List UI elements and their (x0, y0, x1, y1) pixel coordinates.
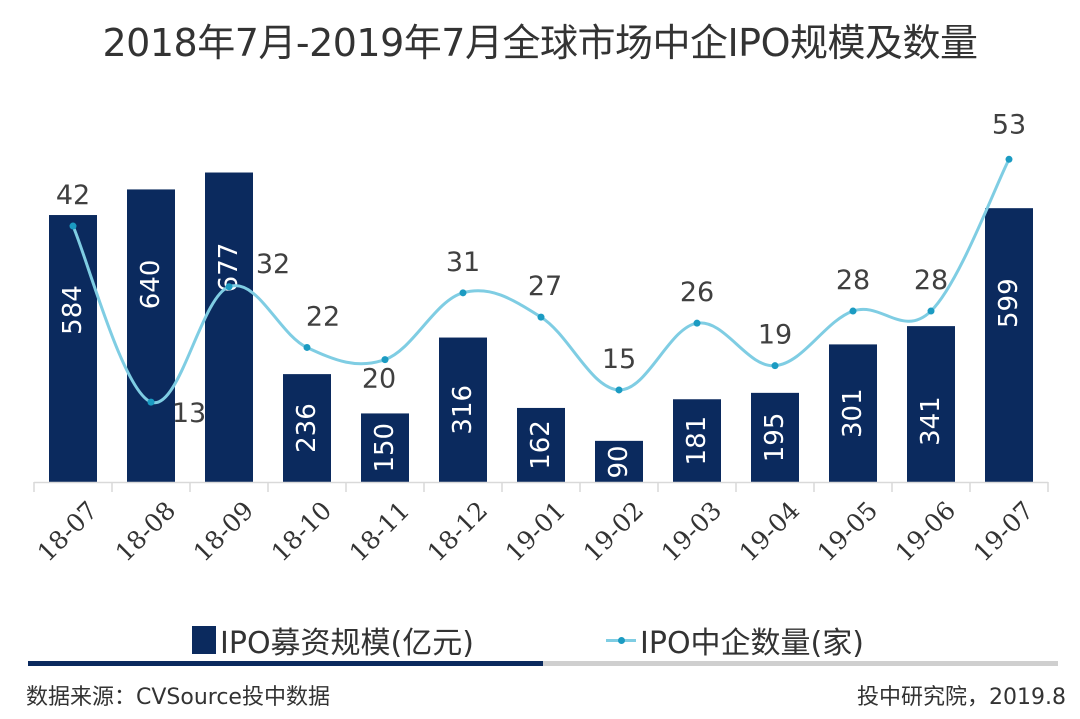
bar-value-label: 341 (916, 396, 946, 446)
legend-item-ipo-count: IPO中企数量(家) (606, 618, 864, 662)
line-point-ipo-count (147, 398, 155, 406)
bar-ipo-amount (127, 189, 175, 482)
line-value-label: 19 (758, 320, 792, 351)
bar-value-label: 599 (994, 278, 1024, 328)
bar-ipo-amount (673, 399, 721, 482)
line-point-ipo-count (693, 319, 701, 327)
bar-ipo-amount (985, 208, 1033, 482)
bar-ipo-amount (517, 407, 565, 482)
bar-ipo-amount (361, 413, 409, 482)
x-tick-label: 18-07 (32, 496, 103, 567)
line-value-label: 28 (914, 265, 948, 296)
bar-ipo-amount (829, 344, 877, 482)
line-point-ipo-count (537, 313, 545, 321)
x-tick-label: 19-05 (812, 496, 883, 567)
bar-value-label: 195 (760, 413, 790, 463)
line-point-ipo-count (927, 307, 935, 315)
line-value-label: 15 (602, 344, 636, 375)
x-tick-label: 18-08 (110, 496, 181, 567)
bar-value-label: 584 (58, 285, 88, 335)
legend-label-ipo-amount: IPO募资规模(亿元) (220, 626, 474, 661)
chart-title: 2018年7月-2019年7月全球市场中企IPO规模及数量 (102, 21, 978, 65)
line-point-ipo-count (225, 283, 233, 291)
legend-bar-swatch-icon (192, 626, 216, 654)
x-tick-label: 19-07 (968, 496, 1039, 567)
line-point-ipo-count (459, 289, 467, 297)
bar-value-label: 90 (604, 445, 634, 478)
line-value-label: 32 (256, 249, 290, 280)
legend-label-ipo-count: IPO中企数量(家) (640, 626, 864, 661)
x-tick-label: 19-01 (500, 496, 571, 567)
x-tick-label: 18-12 (422, 496, 493, 567)
footer-divider (28, 661, 1058, 666)
line-value-label: 28 (836, 265, 870, 296)
bar-value-label: 150 (370, 423, 400, 473)
bar-ipo-amount (283, 374, 331, 482)
x-tick-label: 18-09 (188, 496, 259, 567)
credit: 投中研究院，2019.8 (857, 685, 1066, 710)
legend-line-swatch-icon (606, 626, 636, 654)
line-value-label: 22 (306, 301, 340, 332)
legend: IPO募资规模(亿元) IPO中企数量(家) (0, 618, 1080, 664)
x-tick-label: 19-06 (890, 496, 961, 567)
bar-value-label: 316 (448, 385, 478, 435)
line-value-label: 31 (446, 247, 480, 278)
x-tick-label: 19-03 (656, 496, 727, 567)
bar-ipo-amount (49, 215, 97, 482)
line-value-label: 53 (992, 109, 1026, 140)
line-point-ipo-count (69, 222, 77, 230)
line-value-label: 13 (172, 398, 206, 429)
bar-ipo-amount (907, 326, 955, 482)
data-source: 数据来源：CVSource投中数据 (26, 685, 330, 710)
line-point-ipo-count (381, 356, 389, 364)
line-value-label: 27 (528, 271, 562, 302)
bar-ipo-amount (595, 440, 643, 482)
line-value-label: 20 (362, 364, 396, 395)
line-point-ipo-count (1005, 155, 1013, 163)
bar-value-label: 640 (136, 260, 166, 310)
line-point-ipo-count (849, 307, 857, 315)
x-tick-label: 18-10 (266, 496, 337, 567)
bar-value-label: 162 (526, 420, 556, 470)
bar-value-label: 181 (682, 416, 712, 466)
bar-ipo-amount (205, 172, 253, 482)
bar-value-label: 236 (292, 403, 322, 453)
line-value-label: 26 (680, 277, 714, 308)
line-point-ipo-count (303, 343, 311, 351)
x-tick-label: 19-04 (734, 496, 805, 567)
bar-value-label: 301 (838, 388, 868, 438)
line-point-ipo-count (771, 362, 779, 370)
bar-ipo-amount (751, 392, 799, 482)
legend-item-ipo-amount: IPO募资规模(亿元) (192, 618, 474, 662)
bar-ipo-amount (439, 337, 487, 482)
line-point-ipo-count (615, 386, 623, 394)
line-value-label: 42 (56, 180, 90, 211)
x-tick-label: 18-11 (344, 496, 415, 567)
x-tick-label: 19-02 (578, 496, 649, 567)
